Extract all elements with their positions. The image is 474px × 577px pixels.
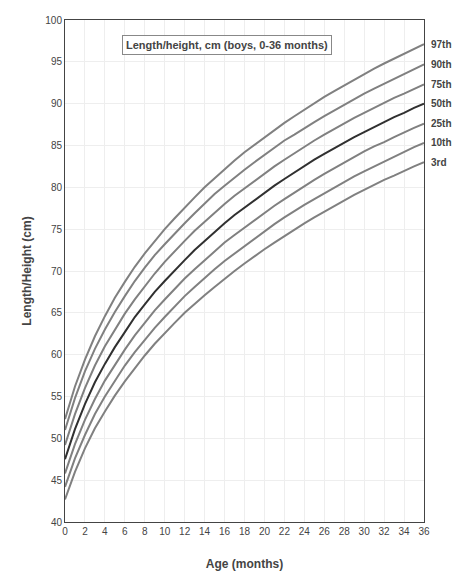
svg-text:90th: 90th bbox=[431, 59, 452, 70]
svg-text:75th: 75th bbox=[431, 79, 452, 90]
svg-text:Length/Height (cm): Length/Height (cm) bbox=[20, 216, 34, 325]
svg-text:3rd: 3rd bbox=[431, 157, 447, 168]
svg-text:95: 95 bbox=[51, 56, 63, 67]
svg-text:100: 100 bbox=[45, 15, 62, 26]
svg-text:12: 12 bbox=[179, 526, 191, 537]
svg-text:20: 20 bbox=[259, 526, 271, 537]
svg-text:14: 14 bbox=[199, 526, 211, 537]
svg-text:34: 34 bbox=[398, 526, 410, 537]
svg-text:50: 50 bbox=[51, 433, 63, 444]
svg-text:Length/height, cm (boys, 0-36: Length/height, cm (boys, 0-36 months) bbox=[126, 39, 328, 51]
svg-text:70: 70 bbox=[51, 266, 63, 277]
svg-text:45: 45 bbox=[51, 475, 63, 486]
svg-text:6: 6 bbox=[122, 526, 128, 537]
svg-text:18: 18 bbox=[239, 526, 251, 537]
svg-text:26: 26 bbox=[319, 526, 331, 537]
svg-text:32: 32 bbox=[379, 526, 391, 537]
svg-text:85: 85 bbox=[51, 140, 63, 151]
svg-text:60: 60 bbox=[51, 349, 63, 360]
svg-text:55: 55 bbox=[51, 391, 63, 402]
svg-text:97th: 97th bbox=[431, 39, 452, 50]
svg-text:75: 75 bbox=[51, 224, 63, 235]
svg-text:40: 40 bbox=[51, 517, 63, 528]
svg-text:24: 24 bbox=[299, 526, 311, 537]
svg-text:50th: 50th bbox=[431, 98, 452, 109]
svg-text:65: 65 bbox=[51, 307, 63, 318]
svg-text:30: 30 bbox=[359, 526, 371, 537]
svg-text:10: 10 bbox=[159, 526, 171, 537]
svg-text:25th: 25th bbox=[431, 118, 452, 129]
svg-text:8: 8 bbox=[142, 526, 148, 537]
svg-text:10th: 10th bbox=[431, 137, 452, 148]
svg-text:28: 28 bbox=[339, 526, 351, 537]
svg-text:Age (months): Age (months) bbox=[206, 557, 283, 571]
svg-text:16: 16 bbox=[219, 526, 231, 537]
svg-text:0: 0 bbox=[62, 526, 68, 537]
svg-text:36: 36 bbox=[418, 526, 430, 537]
svg-text:22: 22 bbox=[279, 526, 291, 537]
svg-text:2: 2 bbox=[82, 526, 88, 537]
svg-text:4: 4 bbox=[102, 526, 108, 537]
svg-text:80: 80 bbox=[51, 182, 63, 193]
svg-text:90: 90 bbox=[51, 98, 63, 109]
